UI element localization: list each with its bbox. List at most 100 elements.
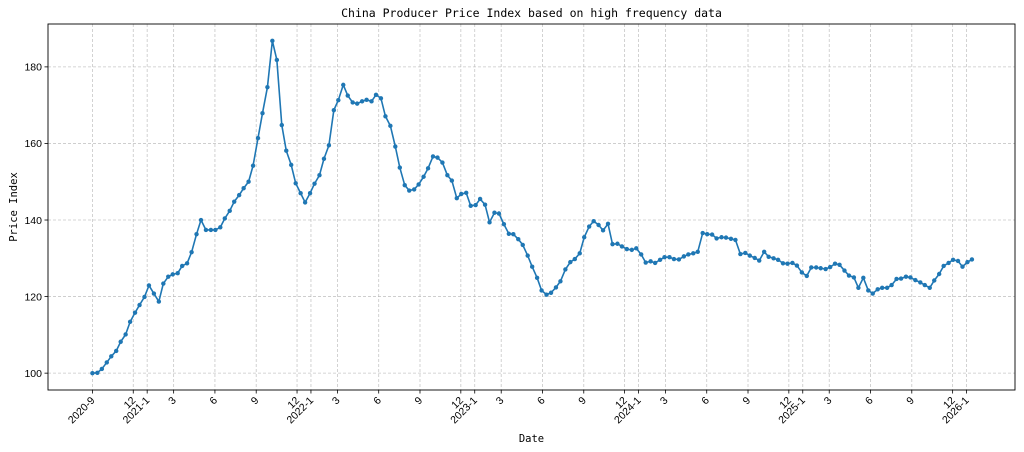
data-point (506, 231, 512, 236)
x-tick-label: 3 (330, 395, 343, 408)
grid (48, 24, 1015, 390)
y-axis-label: Price Index (8, 172, 20, 242)
data-point (529, 264, 535, 269)
x-tick-label: 9 (412, 395, 425, 408)
data-point (785, 261, 790, 266)
data-point (624, 246, 630, 252)
data-point (572, 256, 578, 262)
data-point (671, 256, 677, 262)
x-axis-label: Date (519, 433, 544, 445)
data-point (189, 249, 194, 255)
data-point (534, 275, 540, 281)
data-point (255, 135, 261, 141)
series-path (92, 40, 973, 374)
y-tick-label: 160 (24, 138, 42, 150)
data-point (809, 265, 814, 270)
data-point (198, 217, 204, 223)
data-point (889, 282, 894, 288)
data-point (950, 257, 956, 263)
data-point (700, 230, 705, 236)
data-point (639, 252, 644, 257)
data-point (619, 244, 625, 249)
data-point (629, 247, 634, 253)
data-point (686, 252, 691, 257)
data-point (832, 261, 838, 266)
data-point (293, 181, 298, 186)
data-point (473, 202, 478, 208)
data-point (440, 160, 445, 165)
data-point (397, 165, 402, 170)
data-point (250, 163, 256, 168)
y-tick-label: 140 (24, 215, 42, 227)
data-point (861, 275, 866, 281)
data-point (723, 235, 729, 240)
data-point (464, 190, 469, 196)
series-line (90, 38, 975, 376)
data-point (827, 264, 833, 270)
data-point (477, 196, 483, 202)
data-point (903, 274, 909, 279)
data-point (402, 182, 407, 188)
data-point (610, 241, 615, 247)
data-point (582, 235, 587, 240)
data-point (771, 256, 776, 261)
data-point (492, 210, 497, 215)
data-point (894, 276, 899, 282)
data-point (823, 266, 828, 272)
y-axis: 100 120 140 160 180 (24, 62, 48, 380)
data-point (425, 166, 431, 171)
data-point (667, 254, 672, 260)
data-point (373, 92, 379, 98)
data-point (459, 191, 464, 197)
data-point (757, 258, 762, 263)
data-point (960, 264, 965, 269)
data-point (445, 173, 450, 178)
data-point (516, 236, 521, 242)
x-tick-label: 6 (371, 395, 384, 408)
data-point (648, 259, 653, 264)
data-point (752, 255, 757, 261)
data-point (241, 186, 246, 191)
data-point (411, 187, 417, 192)
x-tick-label: 6 (207, 395, 220, 408)
data-point (109, 354, 114, 359)
data-point (166, 274, 171, 279)
data-point (260, 111, 265, 116)
x-tick-label: 3 (166, 395, 179, 408)
data-point (388, 123, 393, 129)
data-point (468, 203, 473, 209)
data-point (95, 370, 100, 375)
data-point (482, 202, 488, 207)
data-point (104, 360, 109, 365)
data-point (837, 262, 842, 268)
data-point (331, 107, 337, 113)
data-point (127, 319, 133, 325)
data-point (761, 249, 767, 254)
data-point (804, 273, 809, 279)
data-point (203, 227, 209, 233)
data-point (317, 173, 322, 178)
data-point (236, 192, 242, 198)
data-point (132, 310, 138, 315)
data-point (184, 261, 190, 266)
x-tick-label: 9 (576, 395, 589, 408)
data-point (643, 260, 648, 265)
data-point (114, 348, 119, 354)
data-point (600, 228, 606, 233)
data-point (936, 271, 942, 277)
y-tick-label: 120 (24, 291, 42, 303)
x-tick-label: 9 (904, 395, 917, 408)
data-point (511, 231, 516, 237)
data-point (846, 273, 852, 278)
data-point (946, 260, 951, 266)
x-tick-label: 9 (741, 395, 754, 408)
data-point (194, 231, 199, 237)
data-point (714, 236, 719, 241)
data-point (969, 257, 975, 262)
data-point (605, 221, 611, 227)
data-point (553, 285, 559, 290)
data-point (691, 251, 696, 256)
data-point (695, 249, 700, 254)
